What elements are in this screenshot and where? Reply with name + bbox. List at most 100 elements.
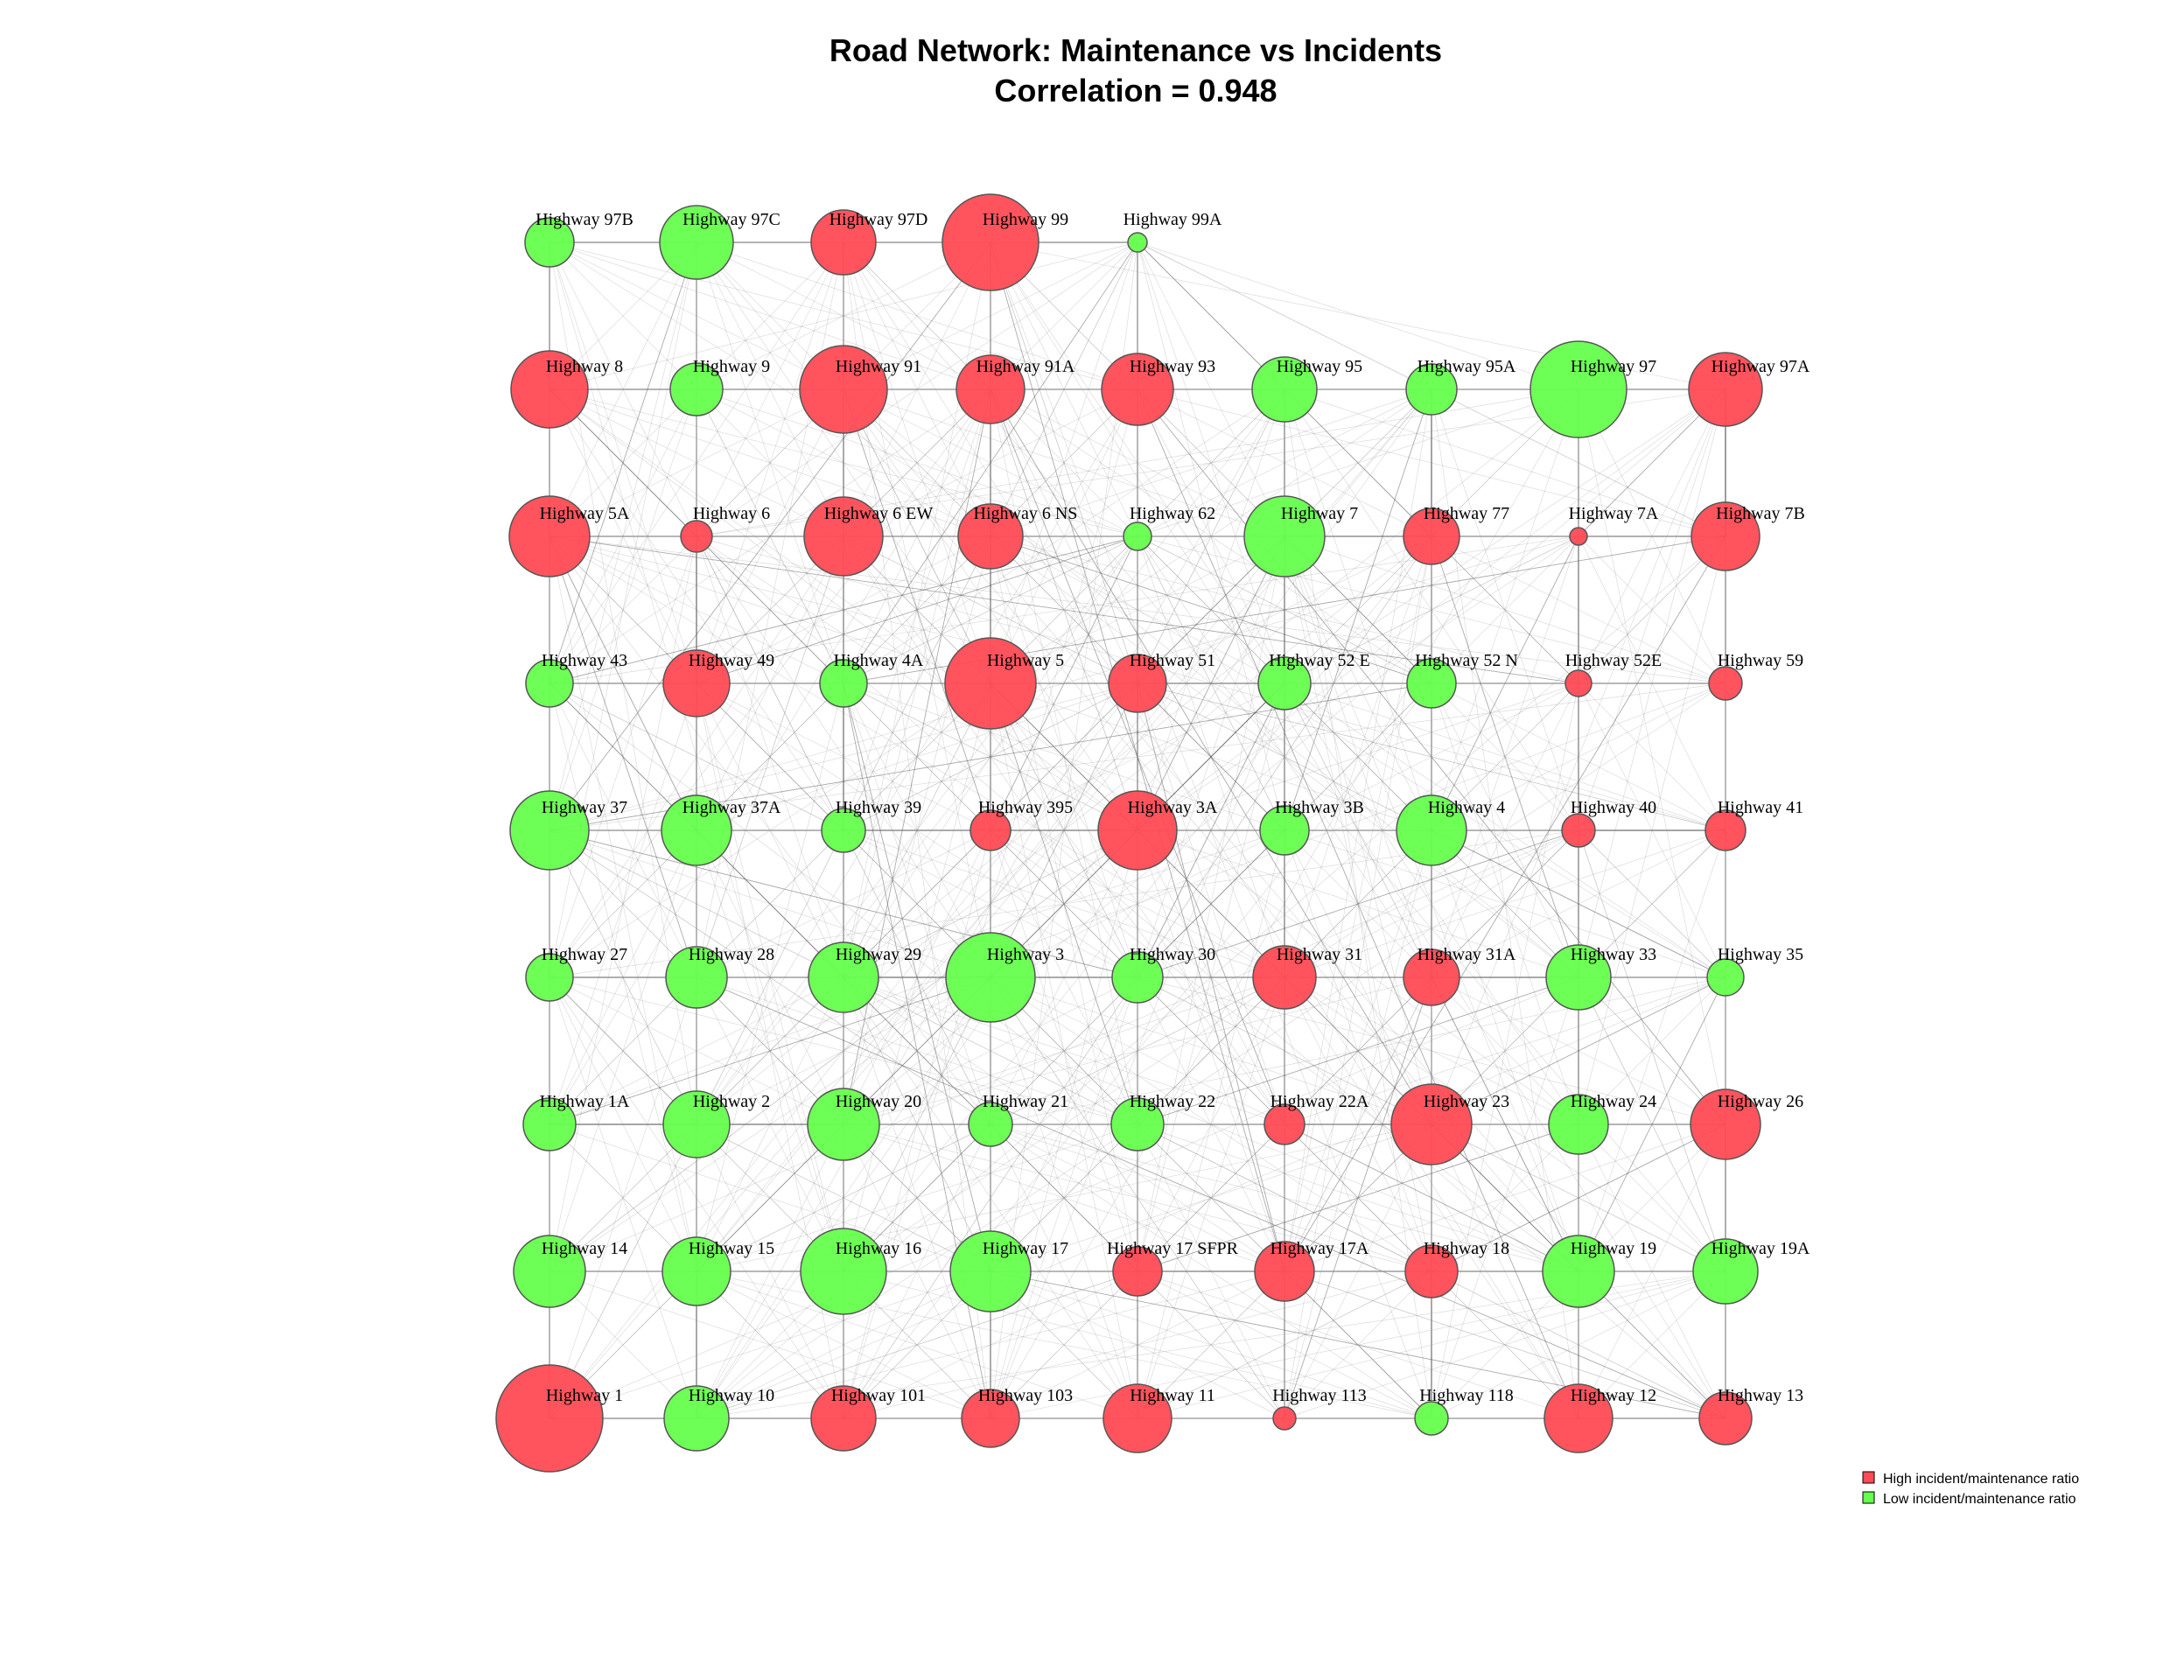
- network-edge: [696, 536, 844, 978]
- network-edge: [1137, 388, 1726, 1125]
- network-edge: [549, 536, 1285, 978]
- network-edge: [843, 682, 991, 1272]
- network-edge: [1137, 976, 1285, 1272]
- network-edge: [1284, 1124, 1432, 1272]
- node-label-highway-4a: Highway 4A: [834, 651, 924, 670]
- network-edge: [990, 536, 1138, 831]
- network-edge: [549, 536, 991, 1419]
- network-edge: [1431, 388, 1726, 1125]
- network-edge: [1137, 536, 1726, 684]
- network-edge: [549, 1124, 991, 1272]
- node-highway-52-n: [1406, 658, 1457, 709]
- network-edge: [843, 242, 1579, 1419]
- node-label-highway-77: Highway 77: [1424, 504, 1509, 523]
- network-edge: [696, 388, 1138, 537]
- network-edge: [843, 1270, 1432, 1419]
- network-edge: [1137, 242, 1285, 831]
- node-label-highway-103: Highway 103: [978, 1386, 1073, 1405]
- network-edge: [1431, 388, 1726, 537]
- network-edge: [990, 1124, 1579, 1272]
- network-edge: [549, 388, 697, 831]
- node-highway-395: [970, 809, 1012, 851]
- node-label-highway-91: Highway 91: [836, 357, 921, 376]
- network-edge: [843, 242, 991, 537]
- node-label-highway-113: Highway 113: [1272, 1386, 1367, 1405]
- network-edge: [549, 388, 991, 1125]
- network-edge: [1284, 976, 1432, 1272]
- node-label-highway-5: Highway 5: [987, 651, 1064, 670]
- network-edge: [1284, 830, 1432, 1272]
- chart-title: Road Network: Maintenance vs Incidents: [830, 32, 1442, 68]
- network-edge: [696, 1270, 1138, 1419]
- node-highway-10: [663, 1385, 730, 1452]
- network-edge: [696, 536, 1138, 1125]
- network-edge: [1578, 830, 1726, 1272]
- network-edge: [549, 976, 844, 1125]
- network-edge: [1284, 1270, 1432, 1419]
- network-edge: [696, 682, 1138, 978]
- network-edge: [1284, 830, 1432, 1272]
- node-label-highway-52-n: Highway 52 N: [1415, 651, 1518, 670]
- network-edge: [696, 536, 991, 684]
- node-label-highway-2: Highway 2: [693, 1092, 770, 1111]
- network-edge: [843, 830, 991, 1419]
- network-edge: [549, 536, 1579, 684]
- node-highway-1a: [522, 1097, 577, 1152]
- node-highway-12: [1544, 1383, 1614, 1453]
- network-edge: [843, 976, 1285, 1125]
- network-edge: [1137, 830, 1579, 978]
- network-edge: [1137, 1270, 1726, 1419]
- node-label-highway-99: Highway 99: [983, 210, 1068, 229]
- network-edge: [549, 536, 991, 978]
- network-edge: [1137, 242, 1285, 390]
- network-edge: [1431, 830, 1579, 978]
- node-layer: [495, 193, 1763, 1473]
- node-highway-97: [1530, 340, 1628, 438]
- node-highway-2: [662, 1090, 731, 1158]
- network-edge: [696, 536, 1138, 684]
- network-edge: [1137, 388, 1285, 537]
- network-edge: [990, 830, 1138, 978]
- network-edge: [1578, 976, 1726, 1272]
- node-label-highway-1a: Highway 1A: [540, 1092, 630, 1111]
- network-edge: [1578, 1124, 1726, 1419]
- network-edge: [990, 388, 1285, 1125]
- network-edge: [1578, 1124, 1726, 1272]
- network-edge: [843, 388, 1579, 978]
- network-edge: [549, 976, 1579, 1419]
- network-edge: [549, 830, 1138, 1272]
- node-label-highway-17a: Highway 17A: [1270, 1239, 1369, 1258]
- network-edge: [549, 536, 697, 1272]
- network-edge: [549, 830, 697, 1272]
- node-highway-97c: [659, 205, 734, 280]
- node-highway-37a: [661, 794, 732, 866]
- network-edge: [549, 388, 844, 831]
- network-edge: [843, 976, 1285, 1125]
- node-label-highway-20: Highway 20: [836, 1092, 921, 1111]
- network-edge: [990, 536, 1579, 684]
- node-highway-6: [680, 520, 713, 553]
- network-edge: [843, 976, 1285, 1419]
- network-edge: [549, 388, 1579, 1125]
- network-edge: [1137, 388, 1726, 537]
- network-edge: [549, 1270, 991, 1419]
- node-label-highway-23: Highway 23: [1424, 1092, 1509, 1111]
- network-edge: [696, 242, 844, 684]
- network-edge: [696, 388, 1138, 1125]
- node-highway-22: [1110, 1097, 1165, 1152]
- node-highway-19: [1542, 1235, 1615, 1308]
- node-highway-23: [1390, 1083, 1473, 1166]
- network-edge: [1578, 536, 1726, 684]
- network-edge: [1431, 536, 1579, 831]
- network-edge: [549, 682, 1138, 831]
- network-edge: [1431, 388, 1579, 831]
- node-label-highway-95a: Highway 95A: [1418, 357, 1516, 376]
- node-highway-95: [1251, 356, 1318, 423]
- node-label-highway-11: Highway 11: [1130, 1386, 1215, 1405]
- node-label-highway-31a: Highway 31A: [1418, 945, 1516, 964]
- network-edge: [1284, 682, 1432, 831]
- network-edge: [1284, 682, 1726, 831]
- network-edge: [1137, 536, 1432, 684]
- network-edge: [1578, 830, 1726, 978]
- network-edge: [990, 976, 1726, 1125]
